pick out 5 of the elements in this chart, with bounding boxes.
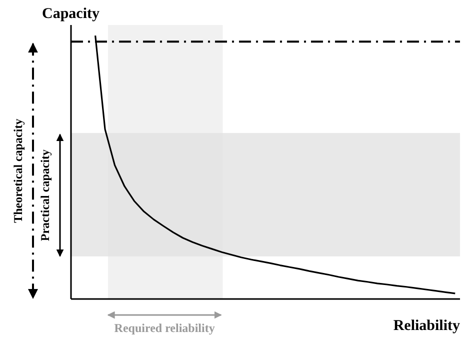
x-axis-title: Reliability — [393, 318, 460, 334]
y-axis-title: Capacity — [42, 6, 100, 22]
text: Required reliability — [114, 321, 215, 335]
band-label: Practical capacity — [38, 149, 52, 242]
ref-line-label: Theoretical capacity — [11, 118, 25, 223]
